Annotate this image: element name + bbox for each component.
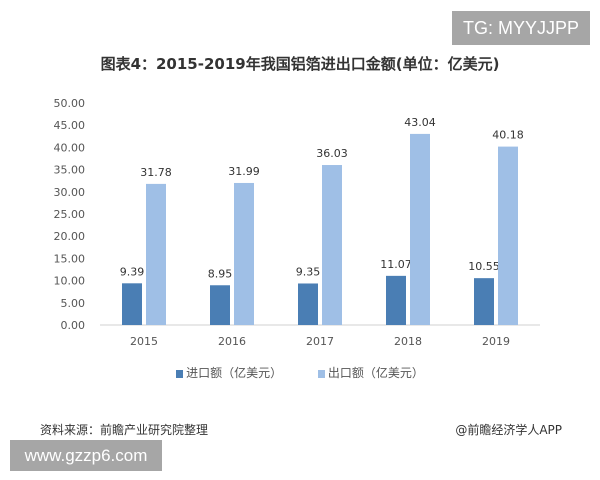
data-label: 9.35	[296, 265, 321, 278]
data-label: 9.39	[120, 265, 145, 278]
legend-swatch-import	[176, 369, 184, 378]
x-tick-label: 2017	[306, 335, 334, 348]
y-tick-label: 35.00	[54, 164, 86, 177]
y-tick-label: 5.00	[61, 297, 86, 310]
bar-export	[322, 165, 342, 325]
data-label: 31.78	[140, 166, 172, 179]
bar-export	[146, 183, 166, 325]
legend-label-export: 出口额（亿美元）	[327, 366, 424, 380]
legend-item-export: 出口额（亿美元）	[317, 366, 424, 380]
watermark-bottom: www.gzzp6.com	[10, 440, 162, 471]
data-label: 40.18	[492, 129, 524, 142]
bar-import	[210, 285, 230, 325]
bar-export	[410, 133, 430, 325]
x-tick-label: 2018	[394, 335, 422, 348]
x-tick-label: 2016	[218, 335, 246, 348]
data-label: 11.07	[380, 258, 412, 271]
watermark-top: TG: MYYJJPP	[452, 11, 590, 45]
legend-item-import: 进口额（亿美元）	[176, 366, 282, 380]
data-label: 31.99	[228, 165, 260, 178]
y-tick-label: 30.00	[54, 186, 86, 199]
y-tick-label: 40.00	[54, 141, 86, 154]
legend-swatch-export	[317, 369, 325, 378]
y-tick-label: 25.00	[54, 208, 86, 221]
bar-import	[474, 278, 494, 325]
chart-title: 图表4：2015-2019年我国铝箔进出口金额(单位：亿美元)	[100, 55, 500, 73]
data-label: 10.55	[468, 260, 500, 273]
x-tick-label: 2019	[482, 335, 510, 348]
bar-export	[234, 182, 254, 325]
data-label: 43.04	[404, 116, 436, 129]
bar-import	[386, 275, 406, 325]
credit: @前瞻经济学人APP	[455, 423, 562, 437]
data-label: 36.03	[316, 147, 348, 160]
y-tick-label: 15.00	[54, 252, 86, 265]
legend-label-import: 进口额（亿美元）	[186, 366, 283, 380]
bar-export	[498, 146, 518, 325]
y-tick-label: 45.00	[54, 119, 86, 132]
data-label: 8.95	[208, 267, 233, 280]
legend: 进口额（亿美元） 出口额（亿美元）	[0, 364, 600, 381]
y-tick-label: 50.00	[54, 97, 86, 110]
y-tick-label: 0.00	[61, 319, 86, 332]
bar-import	[122, 283, 142, 325]
x-tick-label: 2015	[130, 335, 158, 348]
bar-import	[298, 283, 318, 325]
y-tick-label: 10.00	[54, 275, 86, 288]
y-tick-label: 20.00	[54, 230, 86, 243]
source-note: 资料来源：前瞻产业研究院整理	[40, 423, 209, 437]
